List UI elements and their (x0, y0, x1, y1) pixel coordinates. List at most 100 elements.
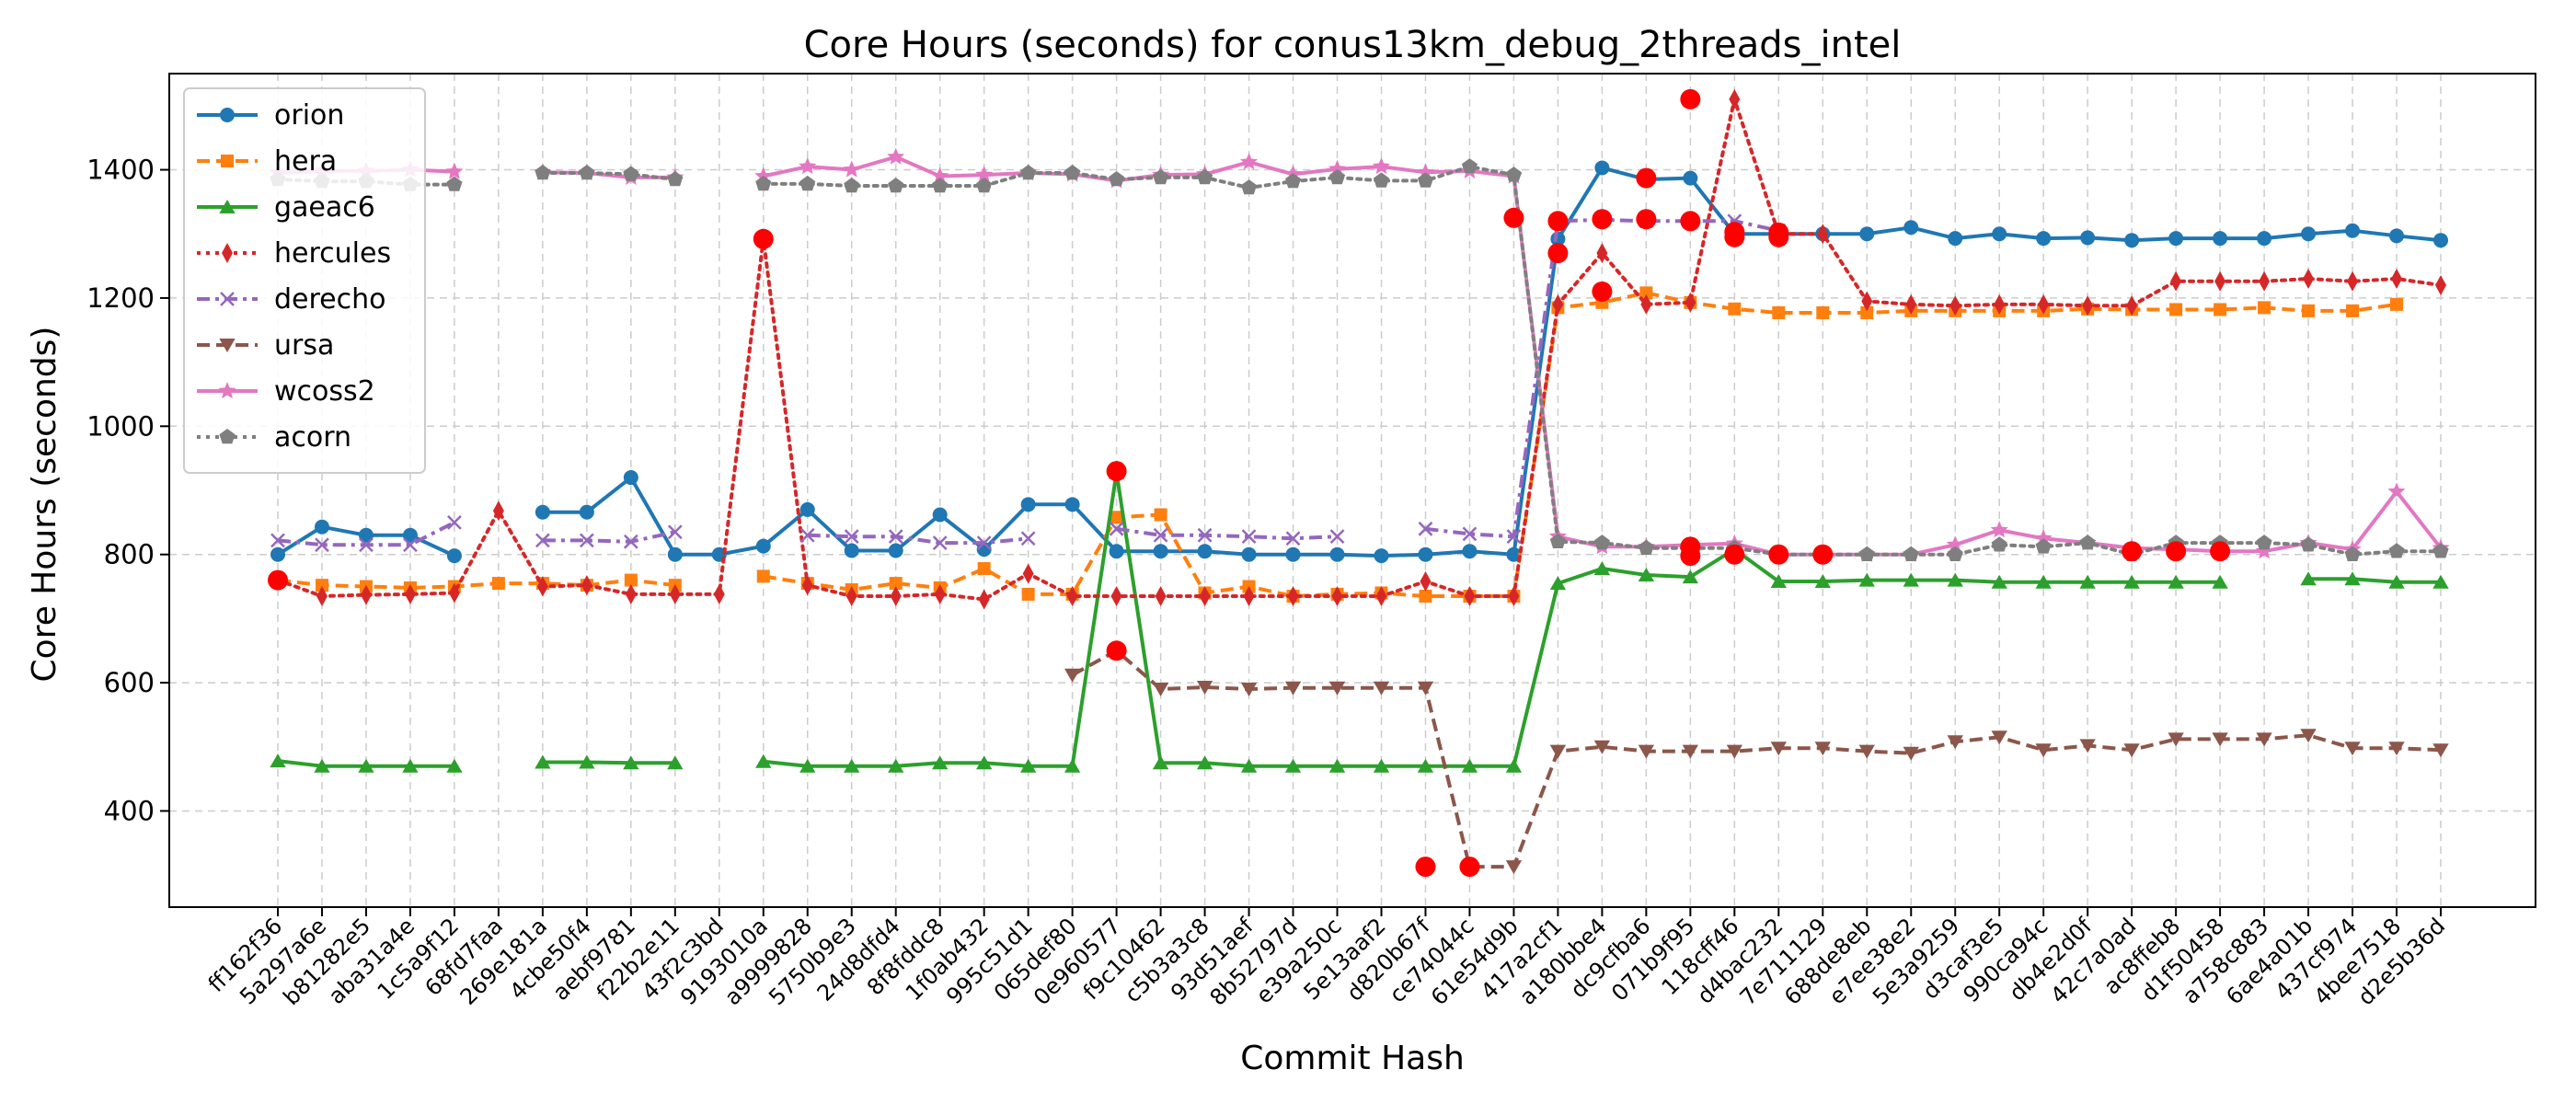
data-point-acorn (932, 178, 949, 193)
highlight-point (1106, 461, 1127, 482)
highlight-point (1592, 209, 1613, 230)
data-point-ursa (1682, 744, 1698, 759)
data-point-acorn (667, 171, 684, 187)
chart-title: Core Hours (seconds) for conus13km_debug… (804, 24, 1902, 66)
data-point-gaeac6 (2168, 574, 2184, 589)
data-point-derecho (1153, 527, 1168, 543)
data-point-hercules (934, 583, 946, 604)
data-point-hera (889, 577, 903, 591)
legend-marker-hercules (222, 243, 233, 263)
highlight-point (1636, 167, 1657, 189)
plot-frame (168, 73, 2536, 908)
data-point-wcoss2 (1373, 157, 1390, 175)
data-point-wcoss2 (1946, 535, 1964, 553)
data-point-ursa (1064, 668, 1081, 683)
data-point-gaeac6 (667, 755, 684, 770)
highlight-point (1547, 211, 1569, 232)
data-point-gaeac6 (844, 758, 860, 773)
data-point-hercules (1155, 585, 1167, 606)
data-point-acorn (1858, 546, 1875, 561)
data-point-hera (624, 573, 638, 587)
highlight-point (1106, 640, 1127, 661)
data-point-acorn (2432, 543, 2449, 558)
y-tick-label: 1400 (86, 155, 155, 186)
data-point-gaeac6 (1770, 574, 1787, 588)
data-point-acorn (1285, 173, 1302, 189)
data-point-hercules (2170, 270, 2182, 292)
data-point-hercules (669, 583, 681, 604)
series-ursa (1064, 644, 2449, 875)
data-point-ursa (1770, 742, 1787, 756)
data-point-hera (1639, 286, 1653, 300)
data-point-acorn (1109, 171, 1125, 187)
data-point-hercules (1508, 585, 1520, 606)
data-point-gaeac6 (358, 758, 374, 773)
data-point-wcoss2 (843, 160, 861, 178)
series-line-gaeac6 (2308, 577, 2441, 584)
legend-marker-derecho (220, 292, 235, 306)
data-point-gaeac6 (1682, 569, 1698, 584)
series-line-gaeac6 (763, 470, 2221, 768)
data-point-wcoss2 (1240, 153, 1259, 170)
highlight-point (2122, 541, 2143, 562)
data-point-hercules (1287, 585, 1299, 606)
highlight-point (1547, 243, 1569, 264)
data-point-hera (315, 579, 328, 592)
data-point-hercules (448, 582, 460, 604)
data-point-hercules (801, 575, 813, 596)
data-point-gaeac6 (888, 758, 904, 773)
data-point-orion (1992, 226, 2007, 242)
highlight-point (1768, 226, 1789, 247)
data-point-derecho (623, 534, 638, 549)
data-point-orion (270, 546, 285, 562)
data-point-gaeac6 (1549, 576, 1567, 591)
data-point-orion (623, 470, 638, 486)
data-point-derecho (1285, 531, 1301, 546)
data-point-acorn (1373, 172, 1389, 188)
data-point-gaeac6 (1638, 568, 1654, 581)
data-point-hera (1772, 305, 1786, 319)
highlight-point (1592, 281, 1613, 302)
data-point-gaeac6 (535, 754, 551, 769)
series-line-derecho (542, 530, 676, 544)
data-point-hercules (492, 500, 504, 522)
data-point-hercules (1905, 293, 1917, 315)
data-point-hercules (2082, 295, 2094, 316)
data-point-gaeac6 (1903, 572, 1919, 587)
highlight-point (1503, 207, 1524, 228)
highlight-point (1680, 211, 1701, 232)
data-point-wcoss2 (1990, 521, 2008, 538)
data-point-derecho (799, 527, 815, 543)
data-point-gaeac6 (1461, 758, 1478, 773)
x-ticks: ff162f365a297a6eb81282e5aba31a4e1c5a9f12… (203, 907, 2450, 1011)
data-point-acorn (2256, 535, 2272, 550)
data-point-derecho (1197, 527, 1213, 543)
data-point-orion (1241, 546, 1257, 562)
data-point-gaeac6 (1593, 561, 1610, 575)
data-point-hercules (404, 583, 416, 604)
data-point-gaeac6 (1064, 758, 1081, 773)
highlight-point (1812, 544, 1834, 565)
data-point-acorn (1197, 168, 1213, 185)
highlight-point (1459, 857, 1480, 878)
data-point-gaeac6 (2123, 574, 2140, 589)
data-point-ursa (1726, 744, 1742, 759)
legend-label-hera: hera (274, 145, 337, 178)
data-point-orion (1153, 544, 1168, 559)
data-point-hercules (1685, 292, 1696, 313)
data-point-derecho (1109, 521, 1124, 536)
data-point-hercules (360, 584, 372, 605)
data-point-gaeac6 (1020, 758, 1037, 773)
data-point-acorn (844, 178, 860, 193)
data-point-gaeac6 (579, 754, 595, 769)
data-point-hercules (1375, 585, 1387, 606)
data-point-orion (1418, 546, 1433, 562)
data-point-orion (2301, 226, 2317, 242)
data-point-hercules (1861, 291, 1873, 312)
data-point-orion (888, 543, 903, 558)
legend-label-gaeac6: gaeac6 (274, 191, 375, 224)
y-tick-label: 1000 (86, 410, 155, 442)
data-point-gaeac6 (446, 758, 463, 773)
data-point-acorn (579, 165, 595, 180)
data-point-gaeac6 (1417, 758, 1434, 773)
